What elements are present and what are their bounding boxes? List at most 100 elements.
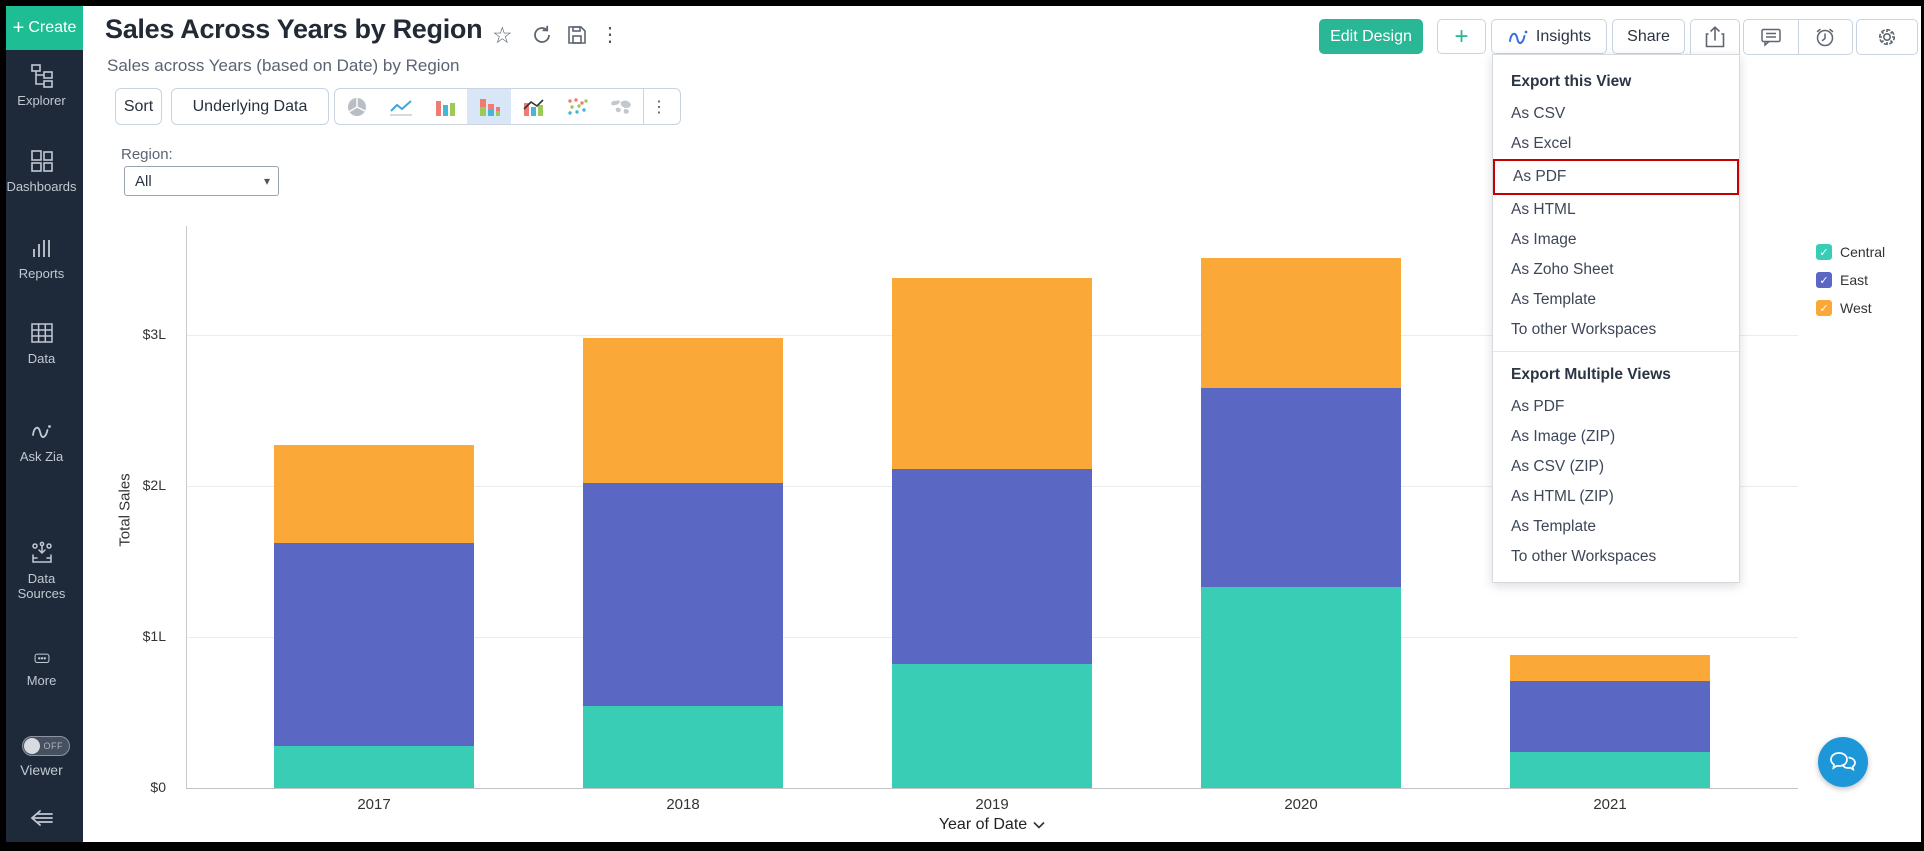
stacked-bar-chart-icon: [480, 98, 500, 116]
menu-item-as-html-zip[interactable]: As HTML (ZIP): [1511, 488, 1614, 505]
chart-type-map[interactable]: [599, 89, 643, 124]
alerts-button[interactable]: [1798, 20, 1852, 54]
menu-item-multi-as-pdf[interactable]: As PDF: [1511, 398, 1565, 415]
sort-button[interactable]: Sort: [115, 88, 162, 125]
chevron-down-icon: [1033, 821, 1045, 829]
viewer-toggle[interactable]: OFF: [22, 736, 70, 756]
x-axis-tick-label: 2017: [357, 796, 391, 813]
bar-segment-central-2021[interactable]: [1510, 751, 1710, 788]
add-view-button[interactable]: +: [1437, 19, 1486, 54]
bar-segment-west-2020[interactable]: [1201, 257, 1401, 388]
chart-type-switcher: ⋮: [334, 88, 681, 125]
bar-segment-east-2017[interactable]: [274, 543, 474, 746]
bar-segment-central-2018[interactable]: [583, 706, 783, 788]
region-filter-select[interactable]: All ▾: [124, 166, 279, 196]
bar-segment-central-2017[interactable]: [274, 745, 474, 788]
combo-chart-icon: [523, 98, 544, 116]
bar-segment-west-2019[interactable]: [892, 277, 1092, 470]
comments-button[interactable]: [1744, 20, 1798, 54]
export-button[interactable]: [1690, 19, 1740, 55]
sidebar-item-data[interactable]: Data: [0, 320, 83, 366]
menu-item-as-zoho-sheet[interactable]: As Zoho Sheet: [1511, 261, 1614, 278]
save-icon[interactable]: [566, 24, 588, 46]
menu-item-as-image-zip[interactable]: As Image (ZIP): [1511, 428, 1616, 445]
menu-item-as-html[interactable]: As HTML: [1511, 201, 1576, 218]
favorite-star-icon[interactable]: ☆: [492, 22, 513, 48]
chat-bubbles-icon: [1830, 752, 1856, 772]
sidebar-item-reports[interactable]: Reports: [0, 235, 83, 281]
sidebar-item-label: Data Sources: [17, 571, 66, 601]
x-axis-title-label: Year of Date: [938, 816, 1028, 833]
legend-item-central[interactable]: ✓ Central: [1816, 238, 1885, 266]
export-menu-section-title: Export this View: [1511, 73, 1632, 90]
plus-icon: +: [12, 17, 25, 39]
page-subtitle: Sales across Years (based on Date) by Re…: [107, 56, 460, 75]
menu-item-as-excel[interactable]: As Excel: [1511, 135, 1572, 152]
bar-segment-east-2020[interactable]: [1201, 387, 1401, 588]
menu-item-as-pdf[interactable]: As PDF: [1493, 159, 1739, 195]
region-filter-value: All: [135, 172, 152, 190]
menu-item-multi-as-template[interactable]: As Template: [1511, 518, 1597, 535]
menu-item-as-image[interactable]: As Image: [1511, 231, 1577, 248]
x-axis-tick-label: 2020: [1284, 796, 1318, 813]
chat-button[interactable]: [1818, 737, 1868, 787]
region-filter-label: Region:: [121, 146, 173, 163]
sidebar-item-more[interactable]: More: [0, 650, 83, 688]
legend-item-east[interactable]: ✓ East: [1816, 266, 1885, 294]
chart-type-line[interactable]: [379, 89, 423, 124]
chart-type-bar[interactable]: [423, 89, 467, 124]
chart-type-scatter[interactable]: [555, 89, 599, 124]
page-title: Sales Across Years by Region: [105, 14, 483, 44]
sidebar-item-explorer[interactable]: Explorer: [0, 62, 83, 108]
title-more-icon[interactable]: ⋮: [600, 24, 620, 46]
menu-item-as-csv-zip[interactable]: As CSV (ZIP): [1511, 458, 1605, 475]
alarm-clock-icon: [1816, 28, 1834, 47]
bar-segment-west-2017[interactable]: [274, 445, 474, 544]
menu-item-multi-to-other-workspaces[interactable]: To other Workspaces: [1511, 548, 1657, 565]
reports-icon: [32, 240, 50, 257]
sidebar-item-dashboards[interactable]: Dashboards: [0, 148, 83, 194]
chart-type-stacked-bar[interactable]: [467, 89, 511, 124]
icon-button-group: [1743, 19, 1853, 55]
edit-design-button[interactable]: Edit Design: [1319, 19, 1423, 54]
toggle-knob-icon: [24, 738, 40, 754]
settings-button[interactable]: [1856, 19, 1918, 55]
sidebar-item-data-sources[interactable]: Data Sources: [0, 540, 83, 601]
create-button[interactable]: + Create: [6, 6, 83, 50]
bar-segment-east-2019[interactable]: [892, 469, 1092, 665]
sidebar-item-ask-zia[interactable]: Ask Zia: [0, 418, 83, 464]
bar-segment-west-2018[interactable]: [583, 338, 783, 483]
bar-segment-central-2020[interactable]: [1201, 587, 1401, 788]
chart-type-combo[interactable]: [511, 89, 555, 124]
legend-item-west[interactable]: ✓ West: [1816, 294, 1885, 322]
collapse-arrow-icon: [30, 810, 53, 826]
export-menu: Export this View As CSV As Excel As PDF …: [1492, 54, 1740, 583]
bar-segment-central-2019[interactable]: [892, 664, 1092, 788]
menu-item-as-csv[interactable]: As CSV: [1511, 105, 1566, 122]
scatter-chart-icon: [568, 97, 588, 115]
menu-item-to-other-workspaces[interactable]: To other Workspaces: [1511, 321, 1657, 338]
chart-type-pie[interactable]: [335, 89, 379, 124]
refresh-icon[interactable]: [531, 24, 553, 46]
y-axis-tick-label: $3L: [142, 326, 166, 342]
collapse-sidebar-button[interactable]: [28, 806, 56, 830]
menu-item-as-template[interactable]: As Template: [1511, 291, 1597, 308]
data-icon: [30, 323, 53, 343]
y-axis-line: [186, 226, 187, 788]
export-menu-section-title: Export Multiple Views: [1511, 366, 1671, 383]
legend-checkbox-central[interactable]: ✓: [1816, 244, 1832, 260]
bar-segment-east-2018[interactable]: [583, 482, 783, 707]
legend-checkbox-east[interactable]: ✓: [1816, 272, 1832, 288]
bar-chart-icon: [436, 100, 455, 116]
share-button[interactable]: Share: [1612, 19, 1685, 54]
chart-type-more-icon[interactable]: ⋮: [651, 98, 667, 116]
comment-icon: [1761, 28, 1781, 47]
bar-segment-east-2021[interactable]: [1510, 680, 1710, 752]
insights-button[interactable]: Insights: [1491, 19, 1607, 54]
legend-checkbox-west[interactable]: ✓: [1816, 300, 1832, 316]
underlying-data-button[interactable]: Underlying Data: [171, 88, 329, 125]
sidebar-item-label: Dashboards: [6, 179, 77, 194]
y-axis-tick-label: $1L: [142, 628, 166, 644]
bar-segment-west-2021[interactable]: [1510, 655, 1710, 681]
x-axis-title[interactable]: Year of Date: [186, 816, 1798, 834]
